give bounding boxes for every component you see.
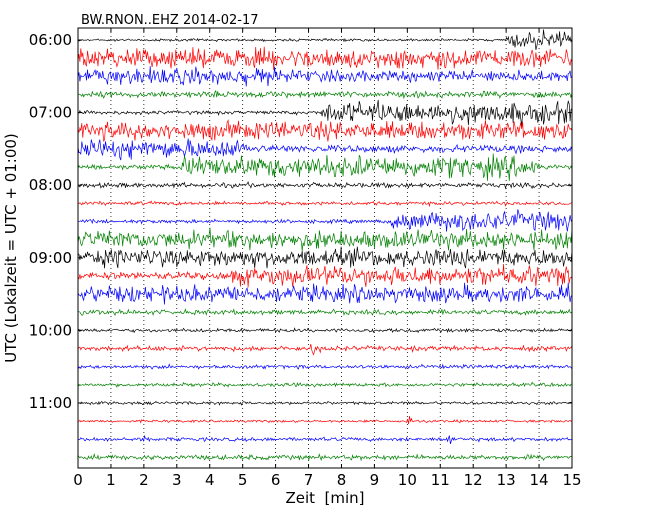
trace-0700 — [77, 99, 573, 127]
trace-1145 — [77, 452, 573, 462]
y-tick-label-2: 08:00 — [29, 176, 72, 194]
x-tick-label-5: 5 — [238, 471, 248, 489]
x-tick-label-12: 12 — [464, 471, 483, 489]
x-tick-label-13: 13 — [497, 471, 516, 489]
trace-0630 — [77, 66, 573, 87]
y-axis-label: UTC (Lokalzeit = UTC + 01:00) — [2, 133, 20, 363]
plot-frame — [77, 27, 573, 469]
trace-1045 — [77, 381, 573, 388]
y-axis-ticks: 06:00 07:00 08:00 09:00 10:00 11:00 — [29, 31, 572, 412]
trace-0800 — [77, 181, 573, 190]
trace-0815 — [77, 200, 573, 208]
trace-0830 — [77, 209, 573, 232]
trace-0715 — [77, 119, 573, 142]
y-tick-label-4: 10:00 — [29, 321, 72, 339]
trace-0845 — [77, 227, 573, 252]
x-tick-label-0: 0 — [73, 471, 83, 489]
seismic-traces — [77, 29, 573, 462]
x-tick-label-7: 7 — [304, 471, 314, 489]
x-tick-label-1: 1 — [106, 471, 116, 489]
trace-0645 — [78, 89, 573, 100]
trace-1100 — [77, 400, 573, 406]
x-tick-label-9: 9 — [370, 471, 380, 489]
trace-0615 — [77, 46, 573, 71]
trace-0730 — [77, 138, 573, 161]
y-tick-label-3: 09:00 — [29, 249, 72, 267]
trace-0945 — [78, 307, 573, 317]
trace-0915 — [77, 263, 573, 288]
x-tick-label-8: 8 — [337, 471, 347, 489]
trace-1130 — [77, 434, 573, 445]
trace-1015 — [77, 344, 573, 356]
x-tick-label-3: 3 — [172, 471, 182, 489]
trace-1000 — [77, 327, 573, 334]
chart-title: BW.RNON..EHZ 2014-02-17 — [81, 13, 259, 28]
x-tick-label-14: 14 — [530, 471, 549, 489]
trace-0745 — [77, 153, 573, 182]
trace-0930 — [77, 282, 573, 305]
x-tick-label-4: 4 — [205, 471, 215, 489]
x-axis-label: Zeit [min] — [285, 489, 364, 507]
x-tick-label-6: 6 — [271, 471, 281, 489]
trace-1115 — [77, 415, 573, 425]
trace-0600 — [77, 29, 573, 50]
x-tick-label-2: 2 — [139, 471, 149, 489]
y-tick-label-5: 11:00 — [29, 394, 72, 412]
trace-0900 — [77, 246, 573, 269]
y-tick-label-1: 07:00 — [29, 104, 72, 122]
trace-1030 — [77, 363, 573, 370]
x-axis-ticks: 0 1 2 3 4 5 6 7 8 9 10 11 12 13 14 15 — [73, 28, 582, 489]
y-tick-label-0: 06:00 — [29, 31, 72, 49]
x-tick-label-11: 11 — [431, 471, 450, 489]
x-tick-label-10: 10 — [398, 471, 417, 489]
x-tick-label-15: 15 — [562, 471, 581, 489]
